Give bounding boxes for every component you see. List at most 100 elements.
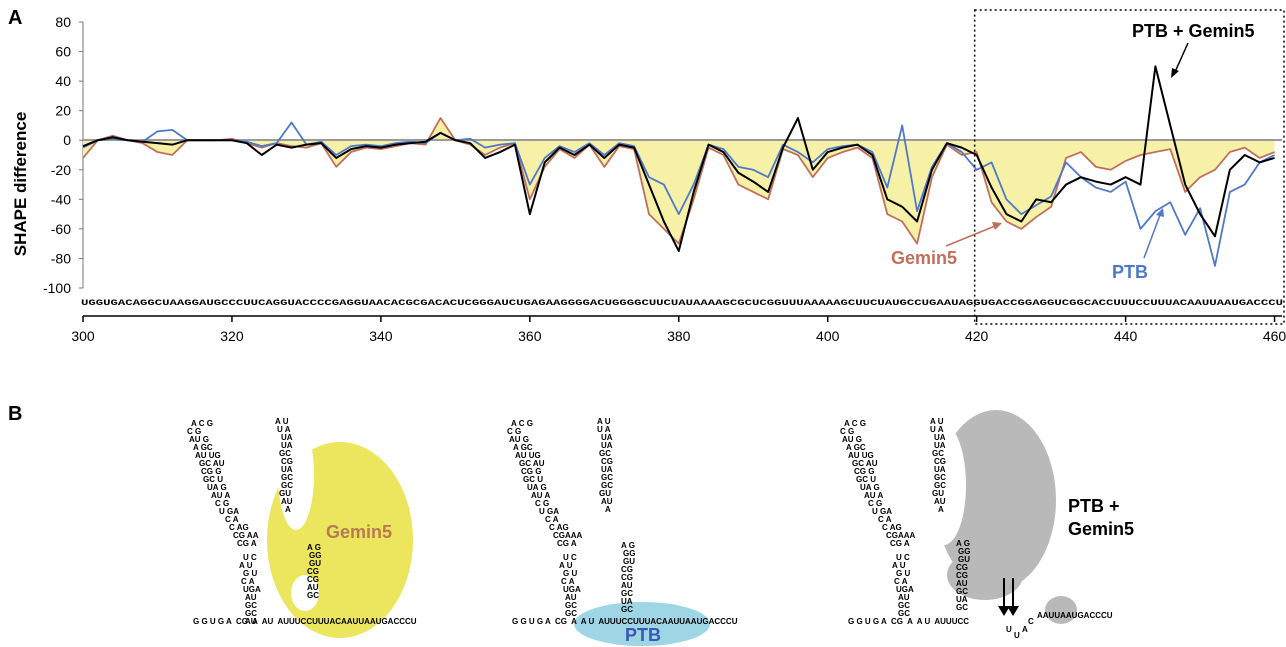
svg-text:G U: G U xyxy=(563,569,577,578)
svg-text:U C: U C xyxy=(896,553,910,562)
x-tick-label: 380 xyxy=(667,328,691,344)
svg-text:U C: U C xyxy=(243,553,257,562)
svg-text:CG: CG xyxy=(307,575,319,584)
svg-text:AU A: AU A xyxy=(211,491,230,500)
svg-text:U A: U A xyxy=(277,425,291,434)
svg-text:GC: GC xyxy=(601,473,613,482)
model-ptb-gemin5: A C G C G AU G A GC AU UG GC AU CG G GC … xyxy=(840,410,1134,640)
svg-text:UA: UA xyxy=(601,441,613,450)
protein-label-ptb-gemin5-1: PTB + xyxy=(1068,496,1120,516)
svg-text:A U: A U xyxy=(275,417,289,426)
svg-text:C G: C G xyxy=(840,427,854,436)
svg-text:GG: GG xyxy=(309,551,321,560)
svg-text:C AG: C AG xyxy=(882,523,902,532)
svg-text:GU: GU xyxy=(623,557,635,566)
svg-text:C AG: C AG xyxy=(549,523,569,532)
svg-text:AU: AU xyxy=(281,497,293,506)
rna-tail-3b: AAUUAAUGACCCU xyxy=(1037,611,1113,620)
svg-text:AU UG: AU UG xyxy=(515,451,541,460)
svg-text:C A: C A xyxy=(561,577,575,586)
svg-text:A C G: A C G xyxy=(191,419,213,428)
svg-text:GC: GC xyxy=(599,449,611,458)
arrow-ptb xyxy=(1143,214,1161,259)
svg-text:CG G: CG G xyxy=(521,467,541,476)
model-gemin5: A C G C G AU G A GC AU UG GC AU CG G GC … xyxy=(187,417,417,638)
svg-text:AU: AU xyxy=(307,583,319,592)
rna-tail-3: G G U G A CG A A U AUUUCC xyxy=(848,617,969,626)
svg-text:UA: UA xyxy=(621,597,633,606)
svg-text:A GC: A GC xyxy=(846,443,866,452)
svg-text:CGAAA: CGAAA xyxy=(553,531,583,540)
svg-text:UA G: UA G xyxy=(207,483,227,492)
svg-text:CG: CG xyxy=(307,567,319,576)
arrowhead-gemin5 xyxy=(992,222,1002,230)
svg-text:C G: C G xyxy=(187,427,201,436)
complex-blob xyxy=(936,410,1056,590)
svg-text:CG A: CG A xyxy=(890,539,910,548)
svg-text:AU A: AU A xyxy=(864,491,883,500)
svg-text:GU: GU xyxy=(932,489,944,498)
series-line-ptb xyxy=(82,121,1275,267)
svg-text:AU: AU xyxy=(898,593,910,602)
svg-text:GC: GC xyxy=(281,473,293,482)
svg-text:UA: UA xyxy=(281,441,293,450)
svg-text:GC: GC xyxy=(934,473,946,482)
y-tick-label: 20 xyxy=(55,103,71,119)
svg-text:C A: C A xyxy=(545,515,559,524)
x-tick-label: 460 xyxy=(1263,328,1286,344)
arrow-ptb-gemin5 xyxy=(1174,42,1189,73)
y-axis-label: SHAPE difference xyxy=(11,112,30,257)
rna-structure-3: A C G C G AU G A GC AU UG GC AU CG G GC … xyxy=(840,417,970,618)
svg-text:UA: UA xyxy=(601,433,613,442)
svg-text:GC: GC xyxy=(565,601,577,610)
svg-text:GC: GC xyxy=(245,609,257,618)
svg-text:GG: GG xyxy=(623,549,635,558)
svg-text:C A: C A xyxy=(241,577,255,586)
svg-text:CG: CG xyxy=(281,457,293,466)
svg-text:AU: AU xyxy=(956,579,968,588)
svg-text:C A: C A xyxy=(878,515,892,524)
svg-text:GC: GC xyxy=(956,603,968,612)
svg-text:C G: C G xyxy=(215,499,229,508)
loop-letter-4: C xyxy=(1028,617,1034,626)
ptb-blob xyxy=(574,602,710,646)
svg-text:UGA: UGA xyxy=(896,585,914,594)
svg-text:U GA: U GA xyxy=(872,507,892,516)
svg-text:UGA: UGA xyxy=(563,585,581,594)
svg-text:GC: GC xyxy=(601,481,613,490)
svg-text:A C G: A C G xyxy=(844,419,866,428)
gemin5-blob-hole2 xyxy=(291,575,319,611)
annotation-gemin5: Gemin5 xyxy=(891,248,957,268)
svg-text:A U: A U xyxy=(892,561,906,570)
svg-text:AU UG: AU UG xyxy=(848,451,874,460)
rna-structure-2: A C G C G AU G A GC AU UG GC AU CG G GC … xyxy=(507,417,635,618)
svg-text:C AG: C AG xyxy=(229,523,249,532)
svg-text:CG: CG xyxy=(934,457,946,466)
svg-text:AU: AU xyxy=(245,593,257,602)
svg-text:U C: U C xyxy=(563,553,577,562)
svg-text:U GA: U GA xyxy=(219,507,239,516)
svg-text:GU: GU xyxy=(279,489,291,498)
svg-text:GC: GC xyxy=(621,605,633,614)
svg-text:AU: AU xyxy=(601,497,613,506)
x-tick-label: 320 xyxy=(220,328,244,344)
svg-text:G U: G U xyxy=(243,569,257,578)
y-axis: 80 60 40 20 0 -20 -40 -60 -80 -100 xyxy=(43,14,83,296)
svg-text:GC U: GC U xyxy=(523,475,543,484)
svg-text:U A: U A xyxy=(930,425,944,434)
rna-tail-1: G G U G A CG A AU AUUUCCUUUACAAUUAAUGACC… xyxy=(193,617,417,626)
svg-text:AU UG: AU UG xyxy=(195,451,221,460)
y-tick-label: 40 xyxy=(55,73,71,89)
y-tick-label: -60 xyxy=(51,221,71,237)
svg-text:GU: GU xyxy=(599,489,611,498)
gemin5-fill xyxy=(83,118,1275,244)
svg-text:CG A: CG A xyxy=(237,539,257,548)
svg-text:AU: AU xyxy=(245,617,257,626)
svg-text:A: A xyxy=(938,505,944,514)
svg-text:C G: C G xyxy=(535,499,549,508)
svg-text:GC AU: GC AU xyxy=(852,459,878,468)
svg-text:CG: CG xyxy=(601,457,613,466)
rna-tail-2: G G U G A CG A A U AUUUCCUUUACAAUUAAUGAC… xyxy=(512,617,738,626)
svg-text:CGAAA: CGAAA xyxy=(886,531,916,540)
highlight-box xyxy=(973,9,1285,325)
